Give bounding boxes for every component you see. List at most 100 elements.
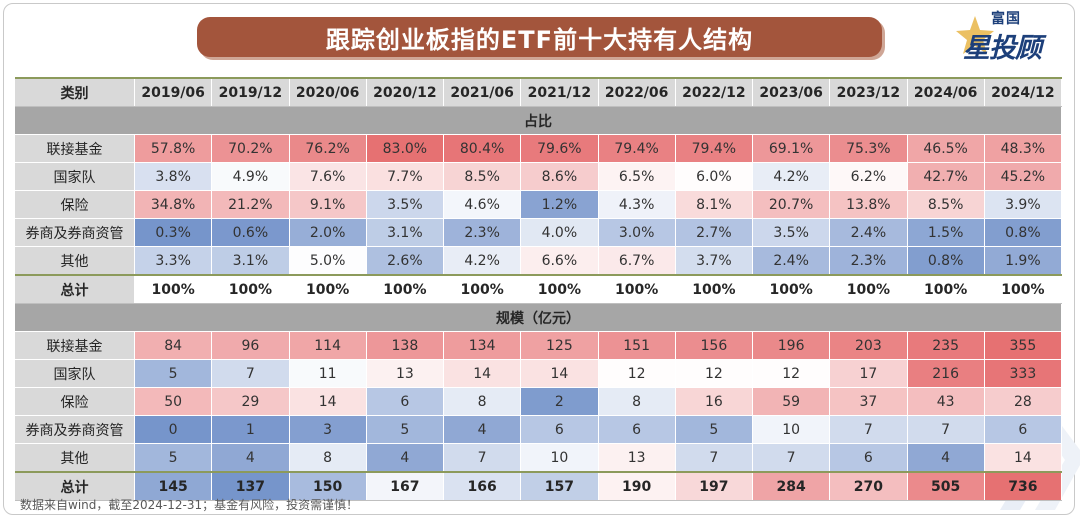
value-cell: 3.0%	[598, 218, 676, 247]
row-label: 联接基金	[15, 134, 135, 163]
total-row: 总计 100% 100% 100% 100% 100% 100% 100% 100% 100% 10…	[15, 274, 1063, 304]
value-cell: 3	[289, 415, 367, 444]
total-value-cell: 100%	[289, 274, 367, 304]
value-cell: 69.1%	[752, 134, 831, 163]
value-cell: 84	[134, 331, 213, 360]
value-cell: 75.3%	[829, 134, 908, 163]
brand-logo: 富国 星投顾	[955, 6, 1065, 64]
row-label: 联接基金	[15, 331, 135, 360]
value-cell: 4	[211, 443, 290, 473]
value-cell: 0.6%	[211, 218, 290, 247]
value-cell: 9.1%	[289, 190, 367, 219]
value-cell: 4	[907, 443, 985, 473]
value-cell: 29	[211, 387, 290, 416]
value-cell: 7	[675, 443, 754, 473]
section-title: 占比	[15, 106, 1062, 135]
value-cell: 5	[675, 415, 754, 444]
total-value-cell: 100%	[366, 274, 445, 304]
value-cell: 203	[829, 331, 908, 360]
value-cell: 5.0%	[289, 246, 367, 276]
value-cell: 2.3%	[829, 246, 908, 276]
value-cell: 2.4%	[829, 218, 908, 247]
value-cell: 5	[134, 359, 213, 388]
value-cell: 7	[443, 443, 522, 473]
row-label: 其他	[15, 246, 135, 276]
column-header: 2024/06	[907, 77, 985, 107]
total-value-cell: 150	[289, 471, 367, 501]
value-cell: 57.8%	[134, 134, 213, 163]
total-value-cell: 284	[752, 471, 831, 501]
column-header: 2020/12	[366, 77, 445, 107]
value-cell: 3.8%	[134, 162, 213, 191]
value-cell: 7	[211, 359, 290, 388]
value-cell: 79.4%	[598, 134, 676, 163]
value-cell: 4.2%	[443, 246, 522, 276]
row-label: 国家队	[15, 162, 135, 191]
value-cell: 76.2%	[289, 134, 367, 163]
column-header: 2023/06	[752, 77, 831, 107]
value-cell: 8.6%	[520, 162, 599, 191]
value-cell: 7	[829, 415, 908, 444]
value-cell: 6	[520, 415, 599, 444]
value-cell: 1	[211, 415, 290, 444]
value-cell: 42.7%	[907, 162, 985, 191]
value-cell: 28	[984, 387, 1063, 416]
total-value-cell: 100%	[829, 274, 908, 304]
value-cell: 48.3%	[984, 134, 1063, 163]
value-cell: 45.2%	[984, 162, 1063, 191]
total-value-cell: 100%	[984, 274, 1063, 304]
value-cell: 7	[907, 415, 985, 444]
column-header: 2022/06	[598, 77, 676, 107]
value-cell: 11	[289, 359, 367, 388]
row-label: 保险	[15, 190, 135, 219]
value-cell: 13	[598, 443, 676, 473]
total-value-cell: 100%	[134, 274, 213, 304]
table-row: 券商及券商资管 0.3% 0.6% 2.0% 3.1% 2.3% 4.0% 3.0% 2.7% 3…	[15, 218, 1063, 247]
value-cell: 333	[984, 359, 1063, 388]
value-cell: 6	[984, 415, 1063, 444]
value-cell: 151	[598, 331, 676, 360]
header-category-label: 类别	[15, 77, 135, 107]
value-cell: 6.0%	[675, 162, 754, 191]
value-cell: 3.7%	[675, 246, 754, 276]
value-cell: 5	[134, 443, 213, 473]
row-label: 保险	[15, 387, 135, 416]
total-value-cell: 190	[598, 471, 676, 501]
value-cell: 8.5%	[443, 162, 522, 191]
value-cell: 0.8%	[907, 246, 985, 276]
total-value-cell: 100%	[211, 274, 290, 304]
table-row: 券商及券商资管 0 1 3 5 4 6 6 5 10 7 7 6	[15, 415, 1063, 444]
value-cell: 83.0%	[366, 134, 445, 163]
row-label: 券商及券商资管	[15, 218, 135, 247]
value-cell: 6.5%	[598, 162, 676, 191]
value-cell: 8	[443, 387, 522, 416]
value-cell: 13	[366, 359, 445, 388]
total-value-cell: 157	[520, 471, 599, 501]
value-cell: 50	[134, 387, 213, 416]
star-icon	[956, 16, 994, 54]
column-header: 2019/12	[211, 77, 290, 107]
value-cell: 16	[675, 387, 754, 416]
value-cell: 8	[289, 443, 367, 473]
value-cell: 80.4%	[443, 134, 522, 163]
column-header: 2023/12	[829, 77, 908, 107]
value-cell: 4.9%	[211, 162, 290, 191]
column-header: 2024/12	[984, 77, 1063, 107]
column-header: 2020/06	[289, 77, 367, 107]
value-cell: 10	[520, 443, 599, 473]
value-cell: 6.6%	[520, 246, 599, 276]
value-cell: 114	[289, 331, 367, 360]
table-row: 联接基金 57.8% 70.2% 76.2% 83.0% 80.4% 79.6% 79.4% 7…	[15, 134, 1063, 163]
value-cell: 79.6%	[520, 134, 599, 163]
total-value-cell: 100%	[675, 274, 754, 304]
value-cell: 8.1%	[675, 190, 754, 219]
value-cell: 156	[675, 331, 754, 360]
column-header: 2022/12	[675, 77, 754, 107]
row-label: 国家队	[15, 359, 135, 388]
row-label: 其他	[15, 443, 135, 473]
value-cell: 6.7%	[598, 246, 676, 276]
total-value-cell: 100%	[752, 274, 831, 304]
value-cell: 21.2%	[211, 190, 290, 219]
value-cell: 2.0%	[289, 218, 367, 247]
value-cell: 3.5%	[752, 218, 831, 247]
